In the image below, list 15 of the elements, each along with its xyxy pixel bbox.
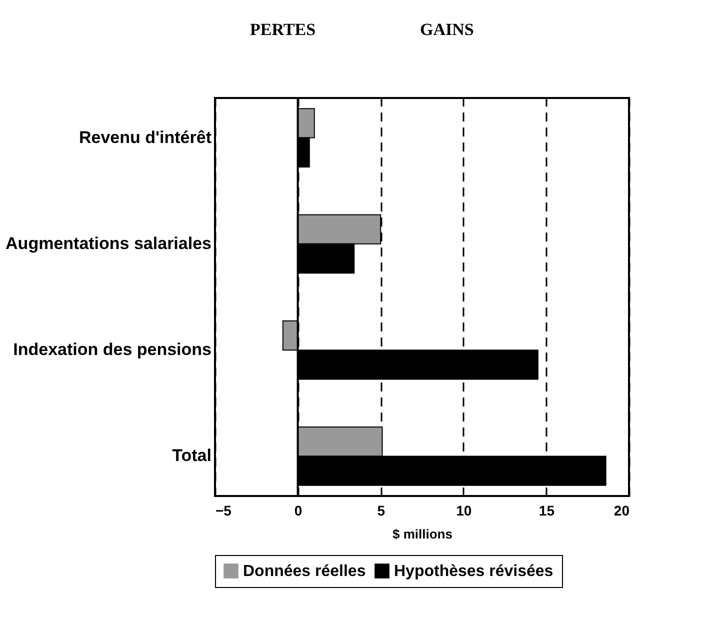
legend-label: Hypothèses révisées	[394, 563, 554, 580]
x-tick-label: −5	[216, 502, 232, 518]
y-tick-label: Augmentations salariales	[6, 234, 212, 253]
text: GAINS	[420, 20, 474, 40]
legend-label: Données réelles	[243, 563, 366, 580]
x-tick-label: 15	[538, 502, 555, 518]
x-tick-label: 5	[377, 502, 386, 518]
x-axis-title: $ millions	[392, 526, 452, 542]
x-tick-label: 10	[456, 502, 472, 518]
y-tick-label: Indexation des pensions	[13, 340, 212, 360]
x-tick-label: 0	[294, 502, 302, 518]
text: PERTES	[250, 20, 316, 40]
y-tick-label: Revenu d'intérêt	[78, 128, 212, 147]
y-tick-label: Total	[172, 446, 212, 466]
x-tick-label: 20	[614, 502, 630, 518]
